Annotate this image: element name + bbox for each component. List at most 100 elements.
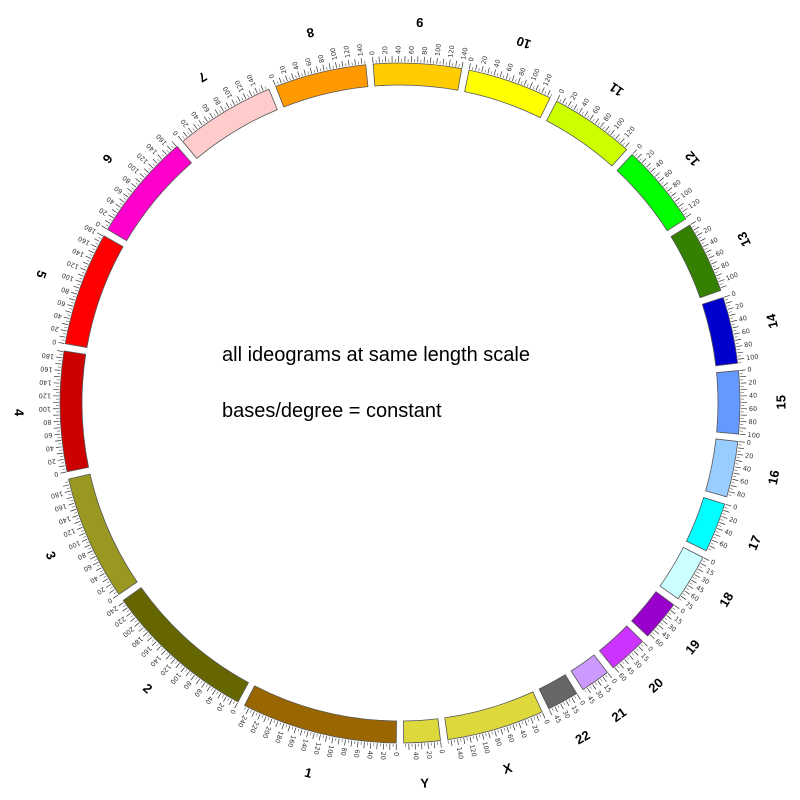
tick-mark bbox=[143, 172, 147, 176]
tick-mark bbox=[293, 727, 297, 734]
tick-label: 100 bbox=[67, 539, 82, 551]
tick-label: 15 bbox=[602, 683, 613, 694]
tick-label: 160 bbox=[139, 644, 153, 658]
tick-mark bbox=[544, 91, 547, 95]
tick-label: 100 bbox=[61, 271, 75, 283]
tick-mark bbox=[303, 69, 306, 76]
tick-label: 120 bbox=[135, 151, 150, 165]
tick-label: 60 bbox=[82, 562, 93, 573]
caption-bases-per-degree: bases/degree = constant bbox=[222, 400, 442, 422]
tick-mark bbox=[54, 433, 61, 436]
tick-label: 40 bbox=[45, 444, 54, 453]
tick-mark bbox=[727, 307, 734, 310]
tick-label: 0 bbox=[578, 699, 587, 707]
tick-label: 30 bbox=[561, 709, 572, 720]
tick-mark bbox=[539, 714, 542, 717]
tick-mark bbox=[127, 188, 133, 193]
tick-mark bbox=[674, 197, 681, 202]
tick-mark bbox=[646, 162, 651, 168]
tick-mark bbox=[512, 724, 516, 731]
tick-label: 100 bbox=[329, 47, 339, 61]
chromosome-label: Y bbox=[420, 775, 430, 791]
ideogram-chr16: 0 20 40 60 80 16 bbox=[705, 438, 782, 500]
tick-mark bbox=[726, 305, 730, 307]
tick-mark bbox=[102, 578, 108, 583]
tick-mark bbox=[699, 566, 703, 568]
tick-mark bbox=[650, 167, 656, 173]
tick-mark bbox=[565, 700, 570, 707]
tick-mark bbox=[693, 226, 700, 231]
tick-mark bbox=[617, 138, 621, 142]
tick-label: 0 bbox=[106, 596, 114, 605]
tick-mark bbox=[65, 320, 69, 322]
tick-mark bbox=[245, 708, 249, 715]
tick-mark bbox=[542, 712, 546, 719]
tick-mark bbox=[123, 193, 129, 198]
tick-mark bbox=[631, 652, 634, 656]
tick-mark bbox=[526, 83, 529, 87]
tick-mark bbox=[686, 587, 689, 591]
tick-mark bbox=[275, 721, 279, 728]
tick-mark bbox=[104, 220, 111, 224]
ideogram-chr14: 0 20 40 60 80 100 14 bbox=[701, 290, 781, 367]
tick-label: 80 bbox=[736, 490, 746, 500]
tick-label: 40 bbox=[190, 110, 201, 121]
tick-mark bbox=[719, 522, 726, 525]
chromosome-label: 3 bbox=[43, 549, 60, 562]
tick-mark bbox=[640, 644, 644, 647]
tick-mark bbox=[279, 722, 282, 726]
tick-mark bbox=[261, 715, 264, 719]
tick-mark bbox=[475, 735, 478, 742]
tick-mark bbox=[691, 579, 697, 584]
caption-length-scale: all ideograms at same length scale bbox=[222, 344, 530, 366]
tick-mark bbox=[719, 283, 723, 285]
tick-mark bbox=[122, 604, 126, 608]
tick-mark bbox=[479, 734, 481, 738]
tick-mark bbox=[151, 641, 157, 647]
tick-mark bbox=[134, 620, 138, 623]
tick-label: 100 bbox=[747, 431, 760, 440]
tick-mark bbox=[195, 676, 198, 680]
tick-mark bbox=[502, 75, 505, 79]
tick-mark bbox=[711, 261, 718, 265]
ideogram-chr17: 0 20 40 60 17 bbox=[685, 496, 764, 552]
tick-mark bbox=[109, 218, 112, 221]
tick-label: 20 bbox=[278, 64, 288, 74]
chromosome-label: 21 bbox=[609, 704, 629, 725]
tick-mark bbox=[152, 158, 158, 164]
tick-label: 40 bbox=[53, 311, 63, 321]
tick-mark bbox=[665, 186, 668, 190]
tick-label: 20 bbox=[728, 515, 738, 525]
tick-mark bbox=[166, 145, 172, 151]
tick-mark bbox=[716, 273, 723, 277]
tick-mark bbox=[74, 512, 78, 514]
tick-label: 45 bbox=[660, 630, 672, 641]
tick-label: 100 bbox=[126, 161, 141, 175]
tick-mark bbox=[118, 602, 124, 607]
tick-mark bbox=[220, 105, 224, 112]
tick-mark bbox=[185, 669, 188, 672]
tick-mark bbox=[369, 742, 372, 749]
tick-mark bbox=[59, 335, 66, 338]
tick-mark bbox=[95, 242, 99, 245]
tick-mark bbox=[341, 739, 343, 743]
tick-label: 15 bbox=[704, 567, 715, 578]
tick-mark bbox=[730, 488, 734, 490]
tick-mark bbox=[734, 336, 738, 338]
tick-mark bbox=[515, 723, 518, 727]
tick-mark bbox=[303, 730, 306, 734]
tick-mark bbox=[679, 598, 682, 601]
tick-label: 20 bbox=[425, 751, 434, 760]
tick-label: 0 bbox=[557, 88, 566, 95]
tick-mark bbox=[488, 732, 491, 739]
tick-label: 60 bbox=[113, 184, 124, 195]
tick-label: 120 bbox=[468, 744, 478, 758]
tick-mark bbox=[728, 311, 732, 313]
tick-label: 140 bbox=[145, 142, 159, 156]
tick-mark bbox=[734, 466, 741, 469]
tick-mark bbox=[156, 643, 159, 647]
tick-mark bbox=[325, 735, 328, 742]
tick-mark bbox=[134, 622, 140, 627]
